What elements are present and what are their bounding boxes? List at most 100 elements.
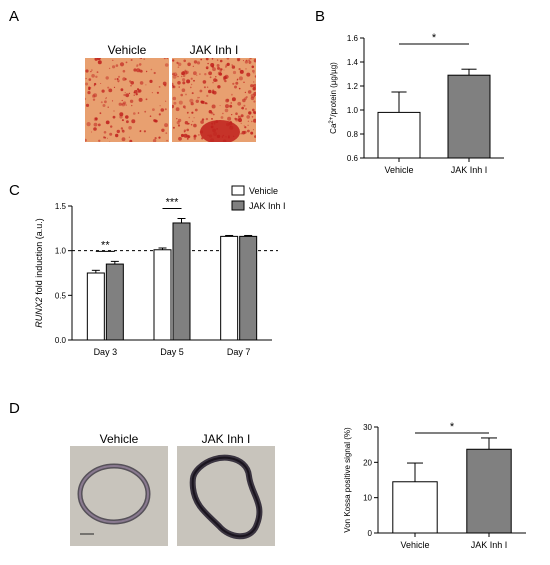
stain-dot [212,67,216,72]
stain-dot [215,76,217,78]
stain-dot [85,138,87,142]
stain-dot [250,96,255,101]
stain-dot [117,81,119,83]
stain-dot [121,103,123,105]
bar [447,74,491,159]
stain-dot [154,137,157,140]
stain-dot [222,112,224,115]
stain-dot [211,58,214,60]
stain-dot [151,92,153,94]
y-tick-label: 1.6 [347,34,359,43]
stain-dot [123,93,126,97]
stain-dot [253,85,255,87]
stain-dot [137,112,140,114]
stain-dot [183,131,186,133]
stain-dot [232,82,235,85]
stain-dot [177,75,179,78]
stain-dot [144,110,147,113]
stain-dot [226,98,230,102]
stain-dot [253,81,255,83]
panel-d-jak-label: JAK Inh I [201,432,251,446]
stain-dot [113,110,115,112]
stain-dot [247,124,249,126]
stain-dot [138,97,143,102]
stain-dot [208,89,212,94]
stain-dot [121,129,124,132]
stain-dot [253,72,255,74]
x-tick-label: JAK Inh I [451,165,488,175]
stain-dot [135,93,138,96]
stain-dot [186,112,189,114]
y-tick-label: 20 [363,458,372,467]
x-tick-label: Day 3 [94,347,118,357]
stain-dot [242,98,246,103]
stain-dot [105,120,110,125]
stain-dot [198,96,200,99]
stain-dot [133,112,136,115]
stain-dot [117,75,121,78]
stain-dot [219,59,223,63]
y-axis-label: Ca2+/protein (µg/µg) [329,62,338,134]
legend-label: JAK Inh I [249,201,286,211]
stain-dot [249,58,252,60]
stain-dot [238,119,240,121]
stain-dot [92,94,96,98]
stain-dot [243,125,245,127]
stain-dot [253,100,256,103]
stain-dot [108,67,111,70]
stain-dot [129,139,133,142]
stain-dot [225,104,229,109]
stain-dot [252,69,255,73]
stain-dot [246,115,250,119]
stain-dot [156,91,159,94]
stain-dot [143,58,145,60]
stain-dot [107,86,110,89]
stain-dot [184,107,186,109]
stain-dot [87,91,91,95]
stain-dot [161,128,165,132]
stain-dot [217,85,221,89]
stain-dot [152,108,155,111]
stain-dot [103,131,107,134]
stain-dot [172,82,174,86]
stain-dot [91,74,95,78]
stain-dot [121,119,124,122]
stain-dot [133,94,135,96]
stain-dot [91,69,93,71]
stain-dot [193,123,197,128]
stain-dot [177,118,182,123]
stain-dot [143,130,146,133]
panel-b-letter: B [315,8,326,25]
stain-dot [160,108,165,112]
stain-dot [104,100,107,104]
stain-dot [224,79,227,83]
stain-dot [212,89,215,92]
stain-dot [226,58,230,60]
stain-dot [235,81,239,85]
stain-dot [238,118,242,123]
stain-dot [189,98,194,103]
stain-dot [85,97,87,101]
stain-dot [218,72,223,76]
stain-dot [244,126,247,129]
stain-dot [231,93,233,96]
stain-dot [125,104,127,106]
stain-dot [95,75,98,78]
stain-dot [136,65,138,67]
stain-dot [199,89,203,93]
y-tick-label: 1.5 [55,202,67,211]
stain-dot [235,112,238,115]
stain-dot [248,111,252,115]
stain-dot [163,58,166,60]
stain-dot [130,85,132,87]
legend-swatch [231,200,245,211]
stain-dot [246,72,251,77]
stain-dot [200,58,203,61]
stain-dot [186,128,189,132]
stain-dot [206,94,209,97]
stain-dot [253,58,256,63]
stain-dot [86,122,91,127]
stain-dot [202,80,207,84]
stain-dot [175,107,180,112]
stain-dot [150,68,153,71]
